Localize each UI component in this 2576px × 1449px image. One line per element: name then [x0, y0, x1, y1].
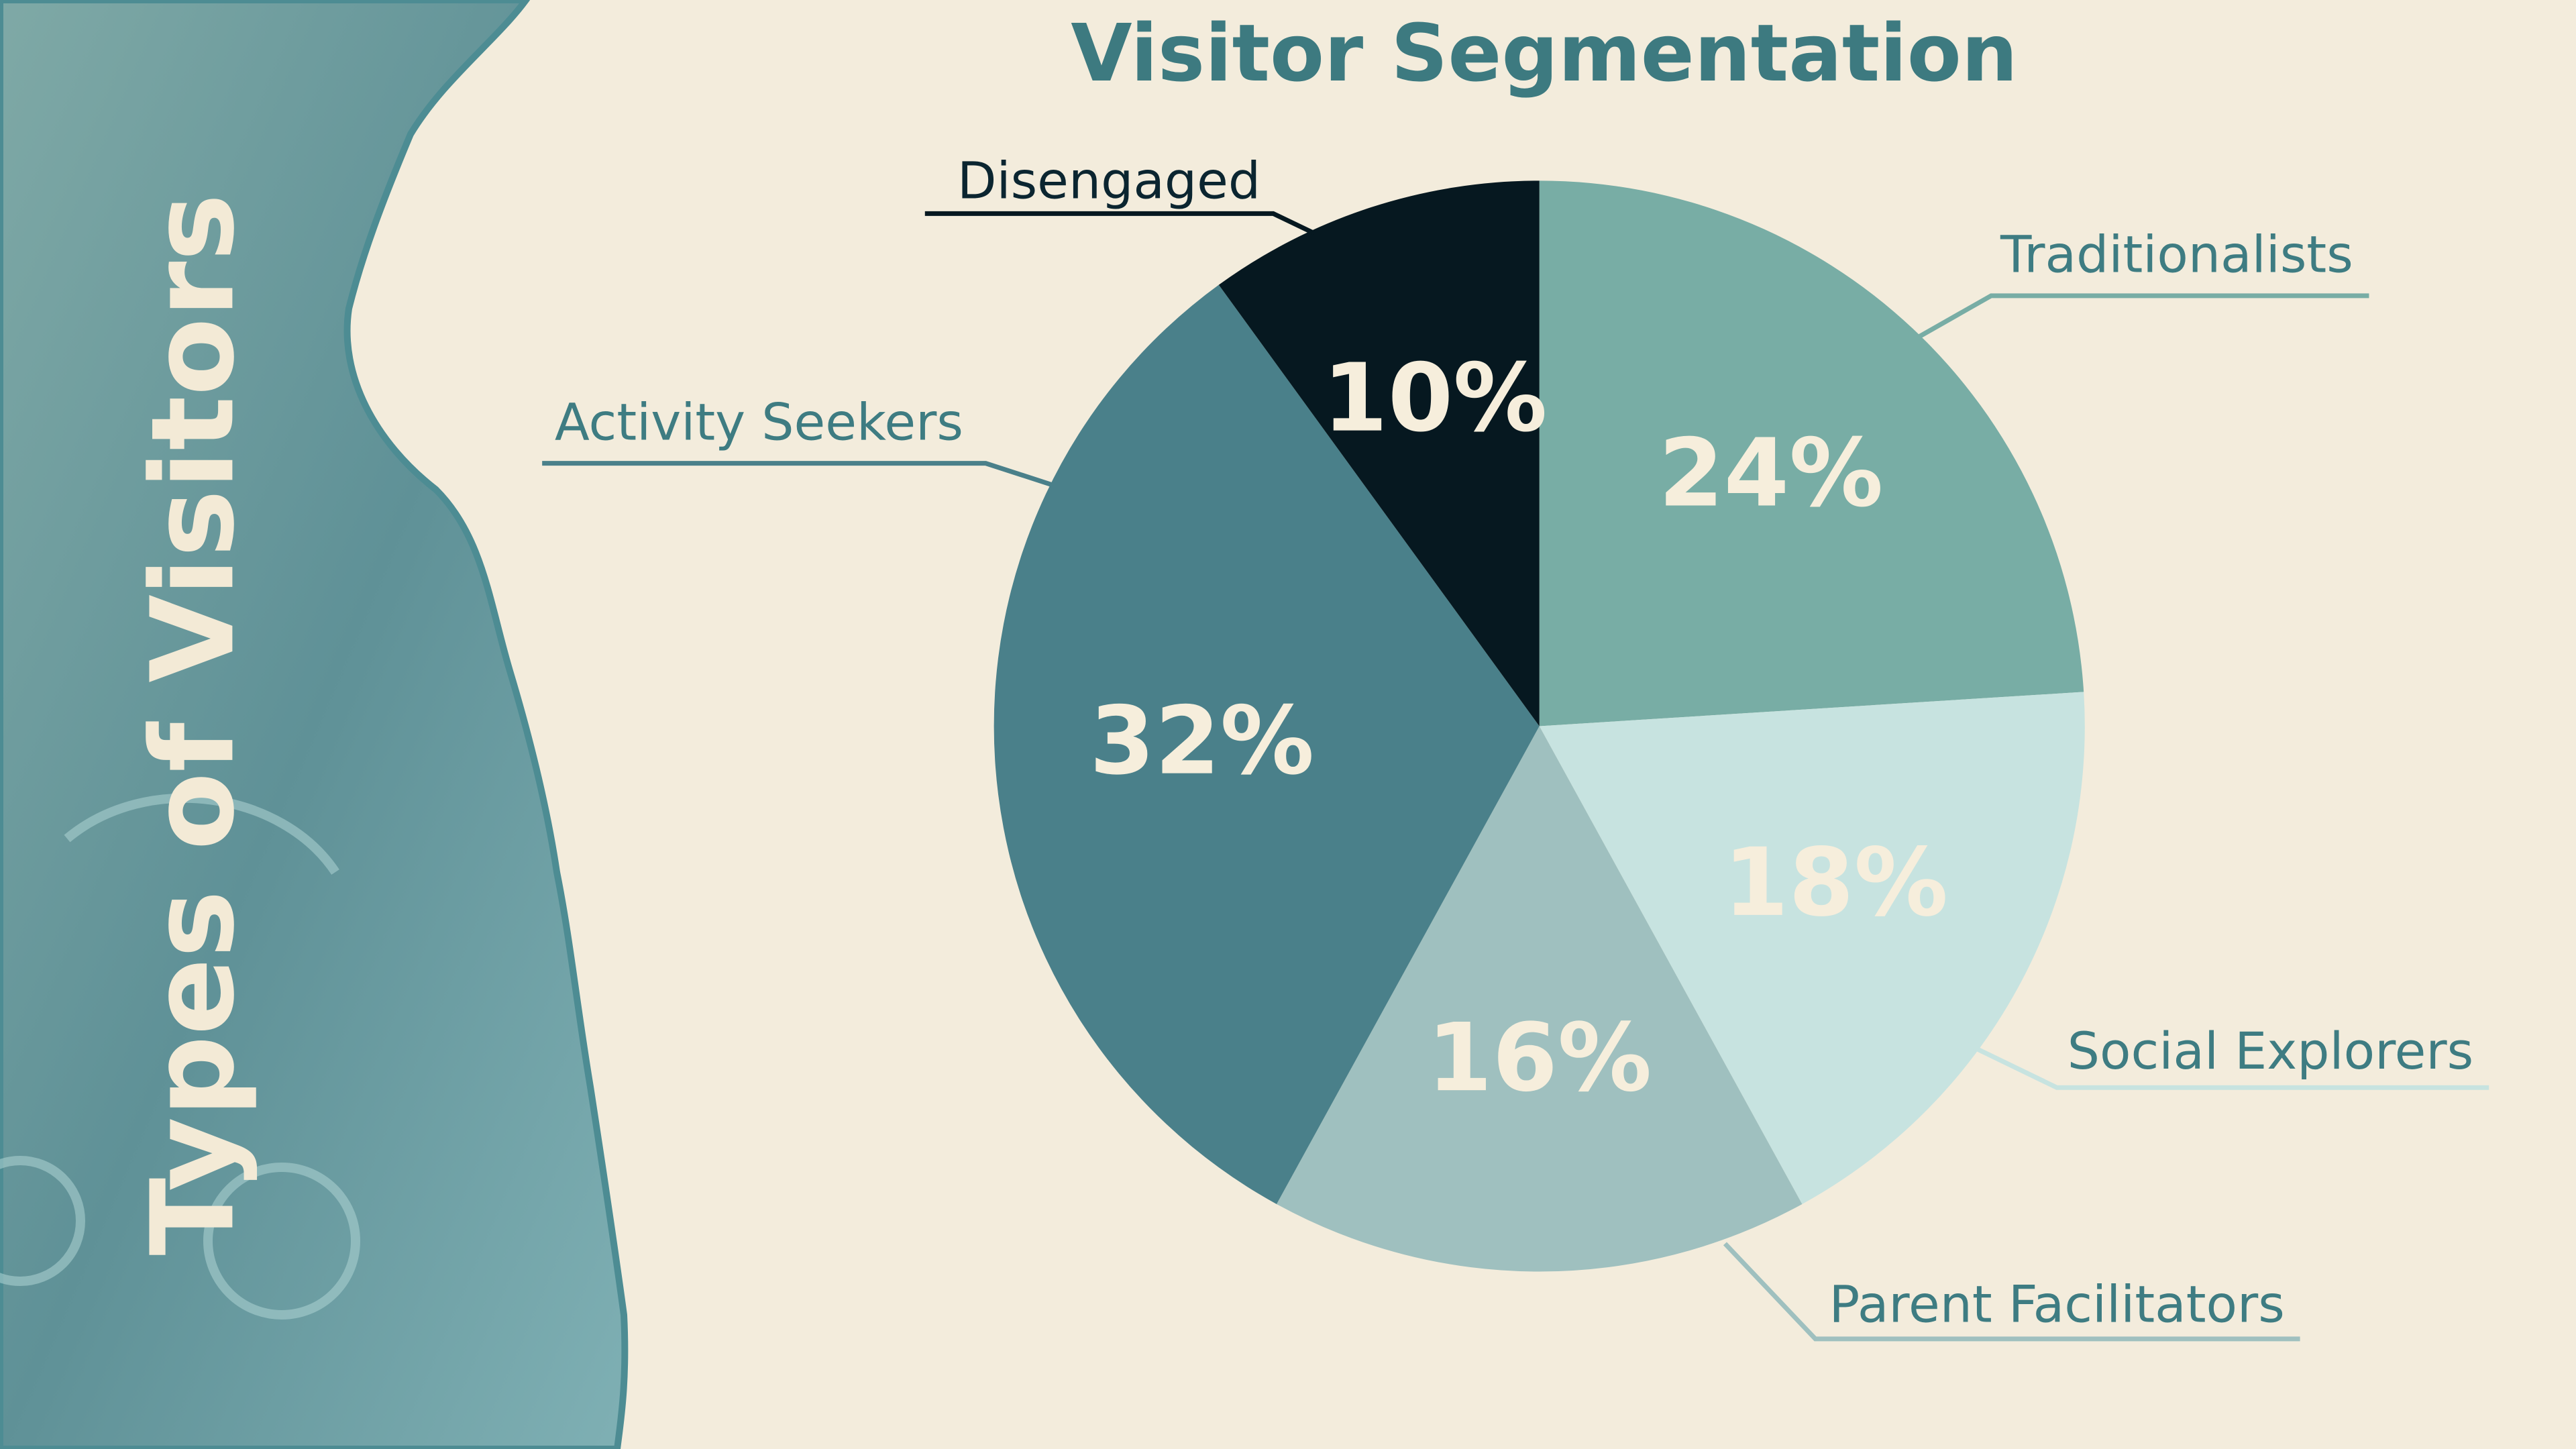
pie-slice	[1539, 692, 2085, 1204]
value-label: 10%	[1322, 344, 1547, 453]
leader-line	[1953, 1036, 2489, 1090]
leader-line	[1917, 293, 2369, 339]
category-label: Disengaged	[957, 150, 1260, 210]
category-label: Activity Seekers	[555, 392, 963, 451]
value-label: 24%	[1658, 419, 1883, 529]
category-label: Traditionalists	[2000, 224, 2353, 284]
pie-slice	[994, 284, 1540, 1204]
map-texture	[0, 793, 360, 1320]
pie-slice	[1277, 726, 1803, 1272]
category-label: Parent Facilitators	[1829, 1274, 2284, 1334]
category-label: Social Explorers	[2068, 1021, 2474, 1081]
value-label: 16%	[1427, 1004, 1652, 1113]
leader-line	[924, 211, 1316, 235]
value-label: 18%	[1723, 828, 1948, 938]
pie-slice	[1539, 180, 2084, 727]
map-decoration	[0, 0, 629, 1449]
chart-title: Visitor Segmentation	[1071, 7, 2018, 99]
value-label: 32%	[1089, 687, 1314, 796]
leader-line	[1723, 1242, 2300, 1342]
pie-slice	[1218, 180, 1540, 727]
leader-line	[542, 461, 1053, 487]
side-title: Types of Visitors	[127, 193, 260, 1255]
